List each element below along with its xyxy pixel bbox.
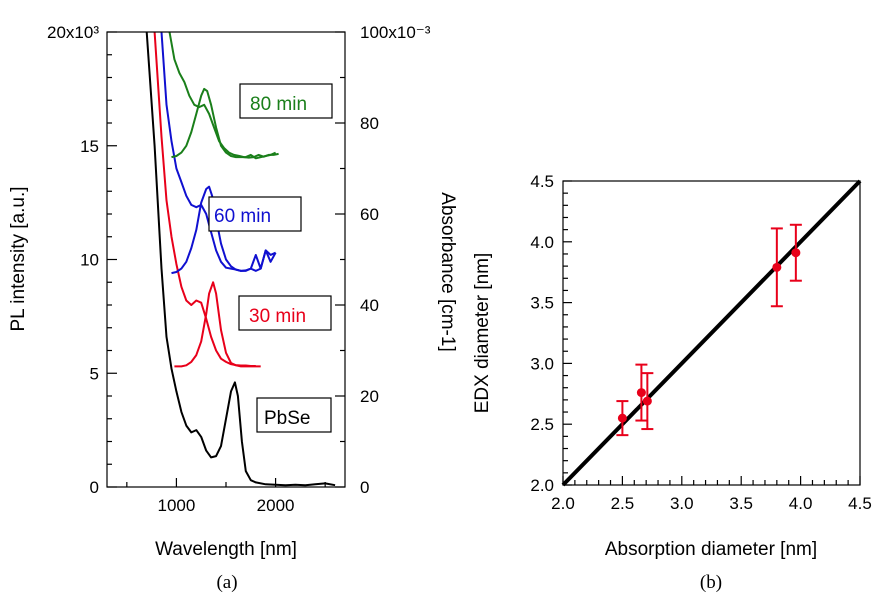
y-tick-label: 4.0 [530,233,554,252]
x-tick-label: 4.5 [848,494,872,513]
curve-label-pbse: PbSe [256,397,332,433]
data-point [636,388,646,398]
y-left-tick-label: 10 [80,251,99,270]
x-tick-label: 2.0 [551,494,575,513]
y-right-tick-label: 0 [360,478,369,497]
panel-b-xlabel: Absorption diameter [nm] [605,539,817,560]
panel-b-label: (b) [700,572,722,593]
data-point [642,396,652,406]
series-line-80-min [168,32,279,159]
panel-a: 1000 2000 0 5 10 15 20x10³ 0 20 40 60 80 100x10⁻³ 80… [8,23,458,593]
curve-label-60-min-text: 60 min [214,206,271,227]
panel-a-label: (a) [216,572,237,593]
y-right-tick-label: 80 [360,114,379,133]
panel-a-xlabel: Wavelength [nm] [155,539,297,560]
y-tick-label: 4.5 [530,172,554,191]
curve-label-80-min: 80 min [239,83,333,119]
panel-b-ylabel: EDX diameter [nm] [472,253,493,414]
curve-label-60-min: 60 min [208,196,302,232]
y-tick-label: 2.5 [530,415,554,434]
y-right-tick-label: 60 [360,205,379,224]
data-point [772,262,782,272]
curve-label-80-min-text: 80 min [250,94,307,115]
panel-a-marks: 1000 2000 0 5 10 15 20x10³ 0 20 40 60 80 100x10⁻³ [47,23,431,515]
y-left-tick-label: 0 [90,478,99,497]
curve-label-pbse-text: PbSe [264,408,310,429]
y-left-tick-label: 5 [90,364,99,383]
data-point [617,413,627,423]
y-left-tick-label: 15 [80,137,99,156]
y-tick-label: 3.0 [530,354,554,373]
curve-label-30-min-text: 30 min [249,306,306,327]
series-line-pl-30-min [174,281,261,368]
curve-label-30-min: 30 min [238,295,332,331]
panel-b-marks: 2.0 2.5 3.0 3.5 4.0 4.5 2.0 2.5 3.0 3.5 4.0 4.5 [530,172,871,513]
panel-a-ylabel-right: Absorbance [cm-1] [437,192,458,351]
x-tick-label: 2000 [257,496,295,515]
y-right-tick-label: 40 [360,296,379,315]
x-tick-label: 1000 [158,496,196,515]
panel-a-plot-frame [106,31,346,488]
series-line-pl-80-min [171,87,277,160]
panel-b: 2.0 2.5 3.0 3.5 4.0 4.5 2.0 2.5 3.0 3.5 4.0 4.5 Abs… [472,172,872,593]
x-tick-label: 2.5 [611,494,635,513]
series-line-60-min [160,32,277,272]
panel-a-ylabel-left: PL intensity [a.u.] [8,186,29,331]
data-point [791,248,801,258]
y-right-tick-label: 100x10⁻³ [360,23,431,42]
x-tick-label: 3.0 [670,494,694,513]
y-tick-label: 2.0 [530,476,554,495]
x-tick-label: 4.0 [789,494,813,513]
series-line-pl-60-min [171,185,277,275]
y-left-tick-label: 20x10³ [47,23,99,42]
series-line-pbse [145,32,336,487]
panel-b-plot-frame [562,180,861,486]
y-right-tick-label: 20 [360,387,379,406]
fit-line [561,179,862,487]
y-tick-label: 3.5 [530,294,554,313]
x-tick-label: 3.5 [729,494,753,513]
